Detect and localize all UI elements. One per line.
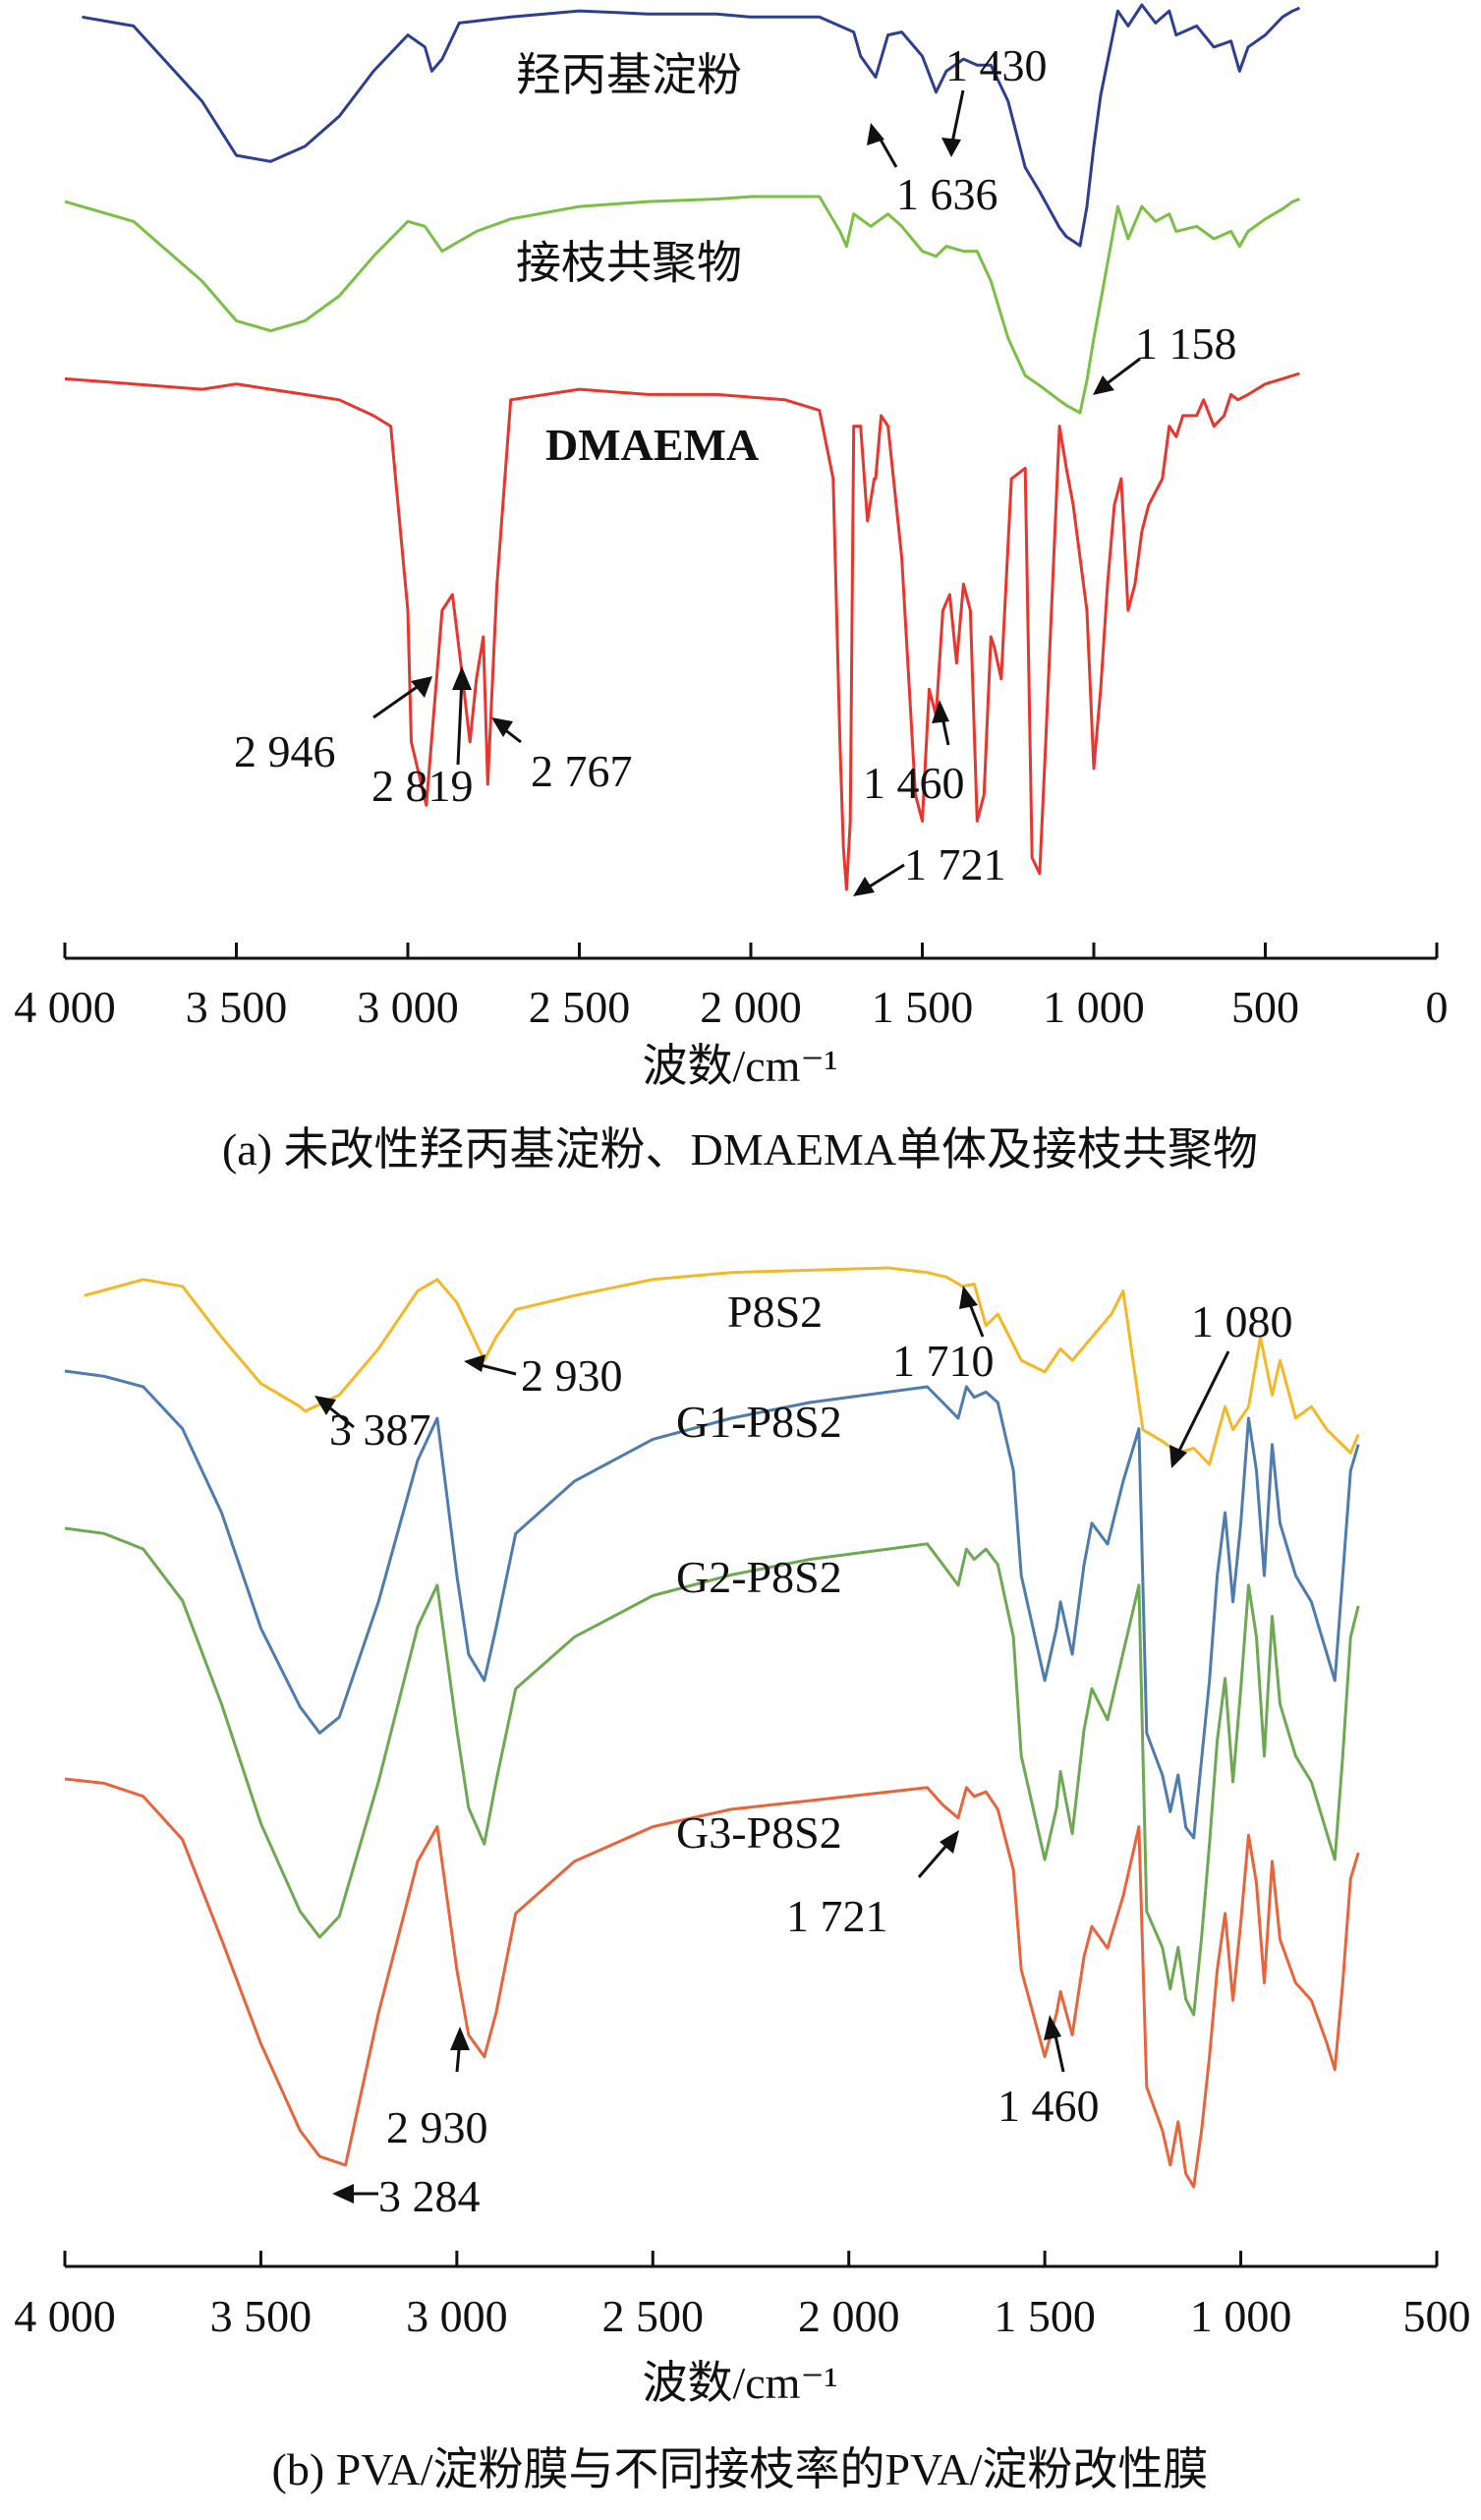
series-line-接枝共聚物: [64, 195, 1300, 415]
annotation-1430: 1 430: [941, 40, 1048, 157]
x-tick-label: 3 000: [406, 2291, 508, 2341]
panel-b: 4 000 3 500 3 000 2 500 2 000 1 500 1 000 500 P…: [14, 1266, 1471, 2494]
x-tick-label: 2 500: [602, 2291, 705, 2341]
panel-a-x-ticks: 4 000 3 500 3 000 2 500 2 000 1 500 1 000 500 0: [14, 943, 1449, 1032]
annotation-1721-b-label: 1 721: [786, 1891, 888, 1941]
annotation-1721-a: 1 721: [853, 839, 1006, 896]
x-tick-label: 4 000: [14, 982, 116, 1032]
annotation-2946-label: 2 946: [234, 726, 336, 776]
annotation-2930-top: 2 930: [464, 1350, 623, 1401]
x-tick-label: 3 500: [210, 2291, 313, 2341]
x-tick-label: 1 000: [1043, 982, 1145, 1032]
annotation-1158-label: 1 158: [1135, 318, 1237, 369]
series-line-G2-P8S2: [64, 1526, 1360, 2017]
annotation-1636-label: 1 636: [896, 169, 998, 219]
series-label-g3: G3-P8S2: [676, 1807, 842, 1858]
annotation-2819-label: 2 819: [371, 761, 474, 811]
x-tick-label: 1 500: [994, 2291, 1096, 2341]
panel-b-caption: (b) PVA/淀粉膜与不同接枝率的PVA/淀粉改性膜: [272, 2444, 1209, 2494]
annotation-3387: 3 387: [314, 1396, 431, 1455]
series-label-p8s2: P8S2: [727, 1287, 823, 1337]
annotation-3387-label: 3 387: [329, 1404, 431, 1455]
annotation-1460-a-label: 1 460: [863, 758, 965, 808]
annotation-1710-label: 1 710: [892, 1336, 995, 1386]
annotation-1460-a: 1 460: [863, 700, 965, 808]
series-line-P8S2: [84, 1266, 1360, 1466]
annotation-1460-b-label: 1 460: [997, 2081, 1100, 2131]
annotation-1460-b: 1 460: [997, 2015, 1100, 2131]
annotation-2767-label: 2 767: [531, 746, 633, 796]
series-line-G1-P8S2: [64, 1369, 1360, 1840]
annotation-1158: 1 158: [1093, 318, 1237, 395]
annotation-1721-a-label: 1 721: [904, 839, 1006, 889]
x-tick-label: 1 000: [1190, 2291, 1292, 2341]
annotation-1710: 1 710: [892, 1286, 995, 1386]
x-tick-label: 2 000: [700, 982, 802, 1032]
series-line-羟丙基淀粉: [82, 3, 1300, 248]
x-tick-label: 2 500: [529, 982, 631, 1032]
x-tick-label: 500: [1231, 982, 1299, 1032]
annotation-2930-bottom: 2 930: [386, 2027, 488, 2152]
series-label-g1: G1-P8S2: [676, 1397, 842, 1447]
series-label-g2: G2-P8S2: [676, 1552, 842, 1602]
series-label-graft: 接枝共聚物: [516, 238, 742, 288]
annotation-2930-top-label: 2 930: [521, 1350, 623, 1401]
x-tick-label: 0: [1426, 982, 1449, 1032]
annotation-1080-label: 1 080: [1191, 1296, 1293, 1346]
panel-a-caption: (a) 未改性羟丙基淀粉、DMAEMA单体及接枝共聚物: [222, 1124, 1258, 1174]
panel-a: 4 000 3 500 3 000 2 500 2 000 1 500 1 000 500 0 …: [14, 3, 1449, 1174]
x-tick-label: 1 500: [872, 982, 974, 1032]
annotation-2819: 2 819: [371, 666, 474, 811]
annotation-2767: 2 767: [491, 717, 633, 796]
panel-b-x-axis-title: 波数/cm⁻¹: [642, 2358, 837, 2408]
x-tick-label: 3 000: [357, 982, 459, 1032]
annotation-2946: 2 946: [234, 676, 432, 776]
series-label-dmaema: DMAEMA: [545, 420, 759, 470]
series-label-hps: 羟丙基淀粉: [516, 50, 742, 100]
x-tick-label: 2 000: [798, 2291, 900, 2341]
x-tick-label: 4 000: [14, 2291, 116, 2341]
annotation-2930-bottom-label: 2 930: [386, 2102, 488, 2152]
x-tick-label: 500: [1403, 2291, 1471, 2341]
annotation-1636: 1 636: [867, 123, 998, 219]
annotation-1430-label: 1 430: [945, 40, 1048, 90]
annotation-1080: 1 080: [1169, 1296, 1293, 1468]
x-tick-label: 3 500: [186, 982, 288, 1032]
panel-a-x-axis-title: 波数/cm⁻¹: [642, 1041, 837, 1091]
annotation-3284-label: 3 284: [378, 2171, 481, 2221]
panel-b-x-ticks: 4 000 3 500 3 000 2 500 2 000 1 500 1 000 500: [14, 2251, 1471, 2341]
annotation-3284: 3 284: [332, 2171, 481, 2221]
annotation-1721-b: 1 721: [786, 1830, 959, 1941]
